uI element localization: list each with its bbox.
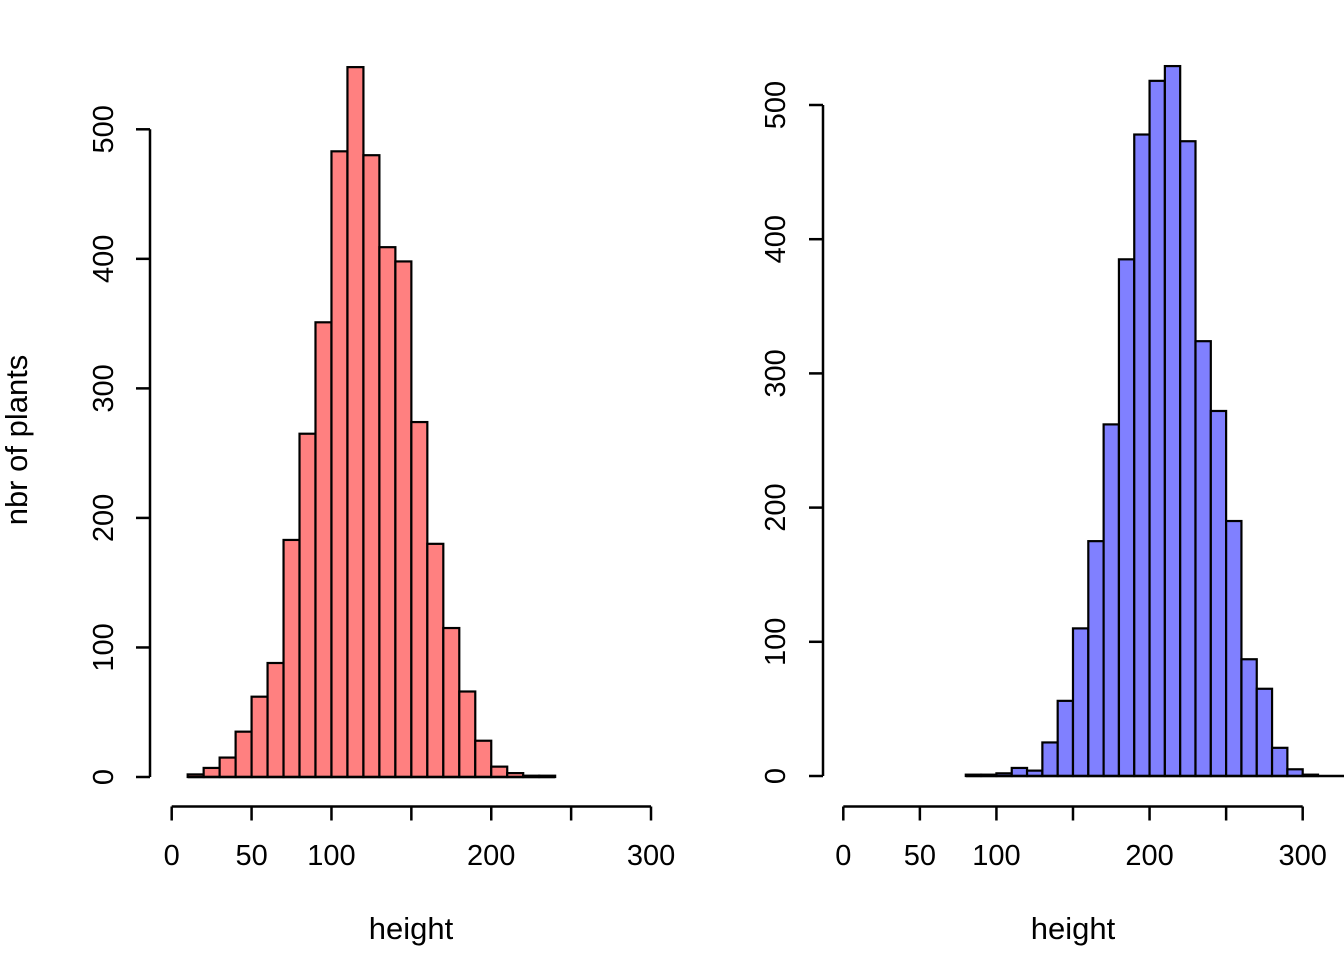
y-tick-label: 400: [760, 215, 792, 263]
histogram-bar: [202, 766, 221, 779]
x-tick-label: 200: [467, 840, 515, 872]
histogram-bar: [1071, 627, 1090, 778]
right-histogram-panel: 0 100 200 300 400 500 0 50 100 200 300: [760, 64, 1344, 872]
histogram-bar: [1087, 540, 1105, 778]
histogram-bar: [282, 538, 301, 779]
histogram-bar: [330, 150, 349, 779]
histogram-bar: [1225, 519, 1243, 778]
histogram-bar: [394, 260, 413, 779]
histogram-bar: [378, 246, 397, 779]
histogram-bar: [1056, 699, 1075, 778]
histogram-bar: [298, 432, 317, 779]
y-tick-label: 500: [760, 81, 792, 129]
histogram-bar: [1270, 746, 1289, 778]
histogram-bar: [1148, 79, 1166, 778]
histogram-bar: [266, 661, 285, 779]
histogram-bar: [314, 321, 333, 779]
histogram-bar: [1194, 340, 1212, 778]
left-histogram-panel: 0 100 200 300 400 500 0 50 100 200 300: [88, 66, 675, 872]
y-tick-label: 0: [760, 768, 792, 784]
histogram-bar: [410, 420, 429, 779]
histogram-bar: [1179, 140, 1197, 778]
x-tick-label: 50: [235, 840, 267, 872]
histogram-bar: [218, 756, 237, 779]
histogram-bar: [1255, 687, 1274, 778]
y-tick-label: 400: [88, 235, 120, 283]
histogram-bar: [1209, 409, 1228, 778]
histogram-bar: [490, 765, 509, 779]
histogram-bar: [458, 690, 477, 779]
histogram-bar: [1117, 258, 1136, 778]
right-x-axis-label: height: [1031, 911, 1116, 946]
histogram-bar: [250, 695, 269, 779]
y-tick-label: 100: [760, 618, 792, 666]
y-tick-label: 300: [88, 364, 120, 412]
histogram-bar: [1041, 741, 1059, 778]
y-tick-label: 200: [88, 494, 120, 542]
x-tick-label: 0: [835, 840, 851, 872]
histogram-bar: [426, 542, 445, 779]
y-tick-label: 300: [760, 349, 792, 397]
histogram-bar: [474, 739, 493, 779]
histogram-bar: [442, 626, 461, 779]
x-tick-label: 200: [1125, 840, 1173, 872]
x-tick-label: 100: [307, 840, 355, 872]
y-tick-label: 100: [88, 623, 120, 671]
x-tick-label: 100: [972, 840, 1020, 872]
y-tick-label: 0: [88, 769, 120, 785]
histogram-bar: [346, 66, 365, 779]
x-tick-label: 300: [627, 840, 675, 872]
histogram-bar: [362, 154, 381, 779]
histogram-bar: [1133, 133, 1151, 778]
x-tick-label: 300: [1278, 840, 1326, 872]
x-tick-label: 50: [904, 840, 936, 872]
histogram-bar: [1102, 423, 1121, 778]
histogram-bar: [1240, 658, 1258, 778]
left-x-axis-label: height: [369, 911, 454, 946]
histogram-bar: [1163, 64, 1182, 778]
left-y-axis-label: nbr of plants: [0, 355, 34, 526]
y-tick-label: 200: [760, 483, 792, 531]
histogram-bar: [234, 730, 253, 779]
y-tick-label: 500: [88, 105, 120, 153]
x-tick-label: 0: [164, 840, 180, 872]
